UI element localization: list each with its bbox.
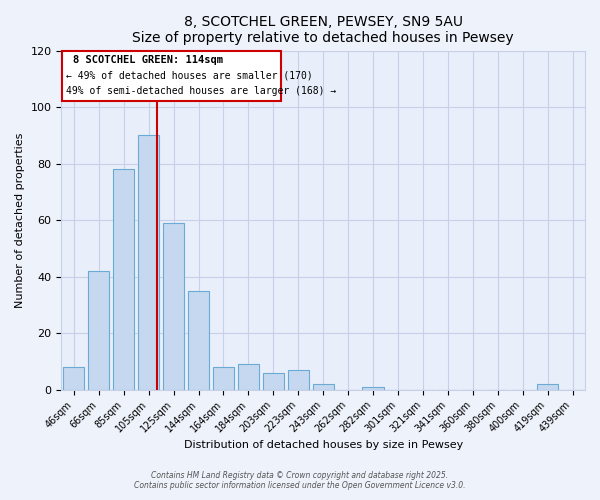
- Bar: [88, 271, 109, 390]
- Bar: [362, 387, 383, 390]
- Title: 8, SCOTCHEL GREEN, PEWSEY, SN9 5AU
Size of property relative to detached houses : 8, SCOTCHEL GREEN, PEWSEY, SN9 5AU Size …: [133, 15, 514, 45]
- Bar: [287, 370, 309, 390]
- Text: Contains HM Land Registry data © Crown copyright and database right 2025.
Contai: Contains HM Land Registry data © Crown c…: [134, 470, 466, 490]
- Bar: [188, 291, 209, 390]
- X-axis label: Distribution of detached houses by size in Pewsey: Distribution of detached houses by size …: [184, 440, 463, 450]
- FancyBboxPatch shape: [62, 50, 281, 102]
- Bar: [537, 384, 558, 390]
- Bar: [113, 170, 134, 390]
- Bar: [63, 367, 85, 390]
- Bar: [138, 136, 159, 390]
- Bar: [213, 367, 234, 390]
- Y-axis label: Number of detached properties: Number of detached properties: [15, 132, 25, 308]
- Text: 8 SCOTCHEL GREEN: 114sqm: 8 SCOTCHEL GREEN: 114sqm: [73, 55, 223, 65]
- Bar: [313, 384, 334, 390]
- Bar: [238, 364, 259, 390]
- Text: 49% of semi-detached houses are larger (168) →: 49% of semi-detached houses are larger (…: [65, 86, 336, 96]
- Bar: [263, 373, 284, 390]
- Bar: [163, 223, 184, 390]
- Text: ← 49% of detached houses are smaller (170): ← 49% of detached houses are smaller (17…: [65, 70, 313, 81]
